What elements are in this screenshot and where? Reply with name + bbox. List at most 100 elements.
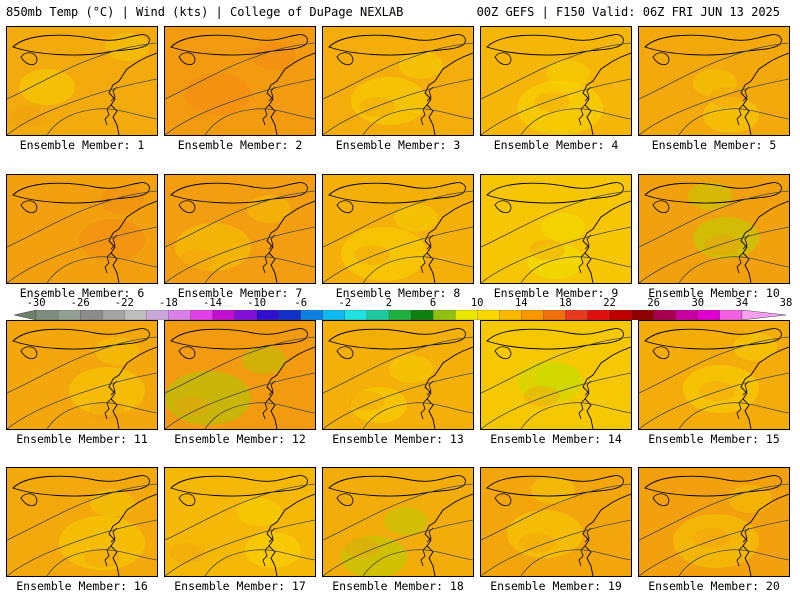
temperature-map: [322, 320, 474, 430]
ensemble-member-panel: Ensemble Member: 11: [6, 320, 158, 450]
colorbar-swatch: [35, 310, 59, 320]
member-caption: Ensemble Member: 18: [332, 579, 464, 593]
ensemble-member-panel: Ensemble Member: 4: [480, 26, 632, 156]
member-caption: Ensemble Member: 19: [490, 579, 622, 593]
colorbar-tick-label: 30: [691, 297, 705, 309]
colorbar-swatch: [565, 310, 589, 320]
colorbar-tick-label: -2: [338, 297, 352, 309]
temperature-map: [164, 26, 316, 136]
colorbar-swatch: [499, 310, 522, 320]
colorbar-swatch: [102, 310, 125, 320]
member-caption: Ensemble Member: 5: [651, 138, 777, 152]
colorbar-tick-label: 34: [735, 297, 749, 309]
colorbar-swatch: [697, 310, 721, 320]
member-caption: Ensemble Member: 8: [335, 286, 461, 300]
colorbar-tick-label: 10: [470, 297, 484, 309]
colorbar-tick-label: 26: [647, 297, 660, 309]
member-caption: Ensemble Member: 20: [648, 579, 780, 593]
temperature-map: [6, 174, 158, 284]
ensemble-member-panel: Ensemble Member: 2: [164, 26, 316, 156]
colorbar-swatch: [80, 310, 103, 320]
ensemble-member-panel: Ensemble Member: 12: [164, 320, 316, 450]
colorbar-tick-label: 2: [385, 297, 393, 309]
temperature-map: [6, 467, 158, 577]
temperature-map: [480, 467, 632, 577]
temperature-map: [322, 174, 474, 284]
member-caption: Ensemble Member: 9: [493, 286, 619, 300]
member-caption: Ensemble Member: 14: [490, 432, 622, 446]
colorbar-swatch: [609, 310, 633, 320]
ensemble-member-panel: Ensemble Member: 13: [322, 320, 474, 450]
ensemble-member-panel: Ensemble Member: 7: [164, 174, 316, 304]
colorbar-swatch: [631, 310, 655, 320]
colorbar-tick-label: -26: [70, 297, 90, 309]
ensemble-member-panel: Ensemble Member: 5: [638, 26, 790, 156]
colorbar-left-arrow: [14, 310, 37, 320]
member-caption: Ensemble Member: 15: [648, 432, 780, 446]
ensemble-member-panel: Ensemble Member: 3: [322, 26, 474, 156]
member-caption: Ensemble Member: 2: [177, 138, 303, 152]
member-caption: Ensemble Member: 12: [174, 432, 306, 446]
member-caption: Ensemble Member: 1: [19, 138, 145, 152]
ensemble-member-panel: Ensemble Member: 16: [6, 467, 158, 597]
colorbar-swatch: [300, 310, 324, 320]
member-caption: Ensemble Member: 4: [493, 138, 619, 152]
colorbar-tick-label: -18: [158, 297, 178, 309]
member-caption: Ensemble Member: 13: [332, 432, 464, 446]
ensemble-member-panel: Ensemble Member: 10: [638, 174, 790, 304]
colorbar-swatch: [256, 310, 280, 320]
colorbar-swatch: [212, 310, 236, 320]
temperature-map: [6, 26, 158, 136]
temperature-map: [480, 320, 632, 430]
member-caption: Ensemble Member: 7: [177, 286, 303, 300]
colorbar-swatch: [190, 310, 214, 320]
member-caption: Ensemble Member: 3: [335, 138, 461, 152]
colorbar-swatch: [322, 310, 346, 320]
colorbar-swatch: [146, 310, 170, 320]
colorbar-tick-label: 6: [429, 297, 437, 309]
ensemble-member-panel: Ensemble Member: 14: [480, 320, 632, 450]
member-caption: Ensemble Member: 16: [16, 579, 148, 593]
temperature-map: [322, 26, 474, 136]
colorbar-swatch: [477, 310, 500, 320]
temperature-map: [638, 320, 790, 430]
ensemble-member-panel: Ensemble Member: 1: [6, 26, 158, 156]
colorbar-swatch: [366, 310, 390, 320]
colorbar-tick-label: 22: [603, 297, 616, 309]
colorbar-tick-label: 18: [559, 297, 572, 309]
member-caption: Ensemble Member: 17: [174, 579, 306, 593]
ensemble-member-panel: Ensemble Member: 9: [480, 174, 632, 304]
temperature-colorbar: -30 -26 -22 -18 -14 -10 -6 -2 2 6 10 14 18 22 26 30 34 38…: [14, 297, 792, 322]
colorbar-swatch: [432, 310, 456, 320]
member-caption: Ensemble Member: 10: [648, 286, 780, 300]
ensemble-member-panel: Ensemble Member: 19: [480, 467, 632, 597]
member-caption: Ensemble Member: 6: [19, 286, 145, 300]
ensemble-member-panel: Ensemble Member: 6: [6, 174, 158, 304]
temperature-map: [164, 467, 316, 577]
temperature-map: [164, 320, 316, 430]
colorbar-swatch: [388, 310, 412, 320]
temperature-map: [638, 174, 790, 284]
colorbar-scale: [14, 310, 786, 320]
colorbar-swatch: [57, 310, 81, 320]
colorbar-swatch: [344, 310, 368, 320]
colorbar-tick-label: -30: [26, 297, 46, 309]
temperature-map: [638, 467, 790, 577]
colorbar-swatch: [653, 310, 677, 320]
member-caption: Ensemble Member: 11: [16, 432, 148, 446]
colorbar-swatch: [168, 310, 192, 320]
colorbar-swatch: [278, 310, 302, 320]
colorbar-tick-label: -22: [114, 297, 134, 309]
ensemble-member-panel: Ensemble Member: 20: [638, 467, 790, 597]
colorbar-swatch: [521, 310, 545, 320]
temperature-map: [164, 174, 316, 284]
colorbar-swatch: [587, 310, 611, 320]
colorbar-swatch: [234, 310, 258, 320]
temperature-map: [480, 174, 632, 284]
colorbar-swatch: [719, 310, 743, 320]
colorbar-swatch: [410, 310, 434, 320]
colorbar-tick-label: -14: [203, 297, 222, 309]
ensemble-member-panel: Ensemble Member: 17: [164, 467, 316, 597]
colorbar-swatch: [124, 310, 147, 320]
temperature-map: [480, 26, 632, 136]
